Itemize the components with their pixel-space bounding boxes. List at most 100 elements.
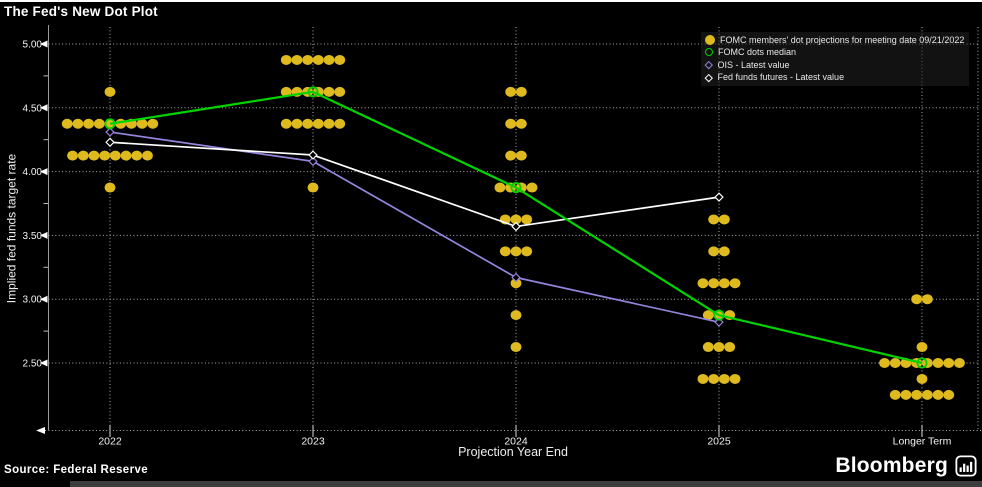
fomc-dot [526,182,538,193]
fomc-dot [729,278,741,289]
fomc-dot [932,358,944,368]
fomc-dot [515,86,527,97]
fomc-dot [889,389,901,400]
gridlines: 5.00 4.50 4.00 3.50 3.00 2.50 2022 2023 2024 2025… [23,25,982,448]
fomc-dot [67,150,78,161]
x-tick-label: 2022 [98,436,122,448]
y-axis-label: Implied fed funds target rate [4,153,19,304]
fomc-dot [302,118,314,129]
series-marker-diamond-icon [308,156,318,167]
median-ring-icon [307,86,319,98]
fomc-dot [280,118,292,129]
series-line [109,141,720,228]
fomc-dot [77,150,89,161]
fomc-dot [921,389,933,400]
series-futures [105,137,724,232]
legend-item-fomc-dots: FOMC members' dot projections for meetin… [705,34,964,46]
legend-item-label: Fed funds futures - Latest value [717,72,845,83]
fomc-dot [521,214,533,225]
fomc-dot [943,389,955,400]
legend-item-median: FOMC dots median [705,47,964,59]
chart-title: The Fed's New Dot Plot [4,4,158,19]
legend-item-label: FOMC dots median [718,47,797,58]
fomc-dot [334,54,346,65]
purple-open-diamond-icon [704,60,713,69]
fomc-dot [911,294,923,305]
legend-item-label: OIS - Latest value [717,59,790,70]
legend-item-label: FOMC members' dot projections for meetin… [720,34,965,45]
series-median [104,86,928,369]
fomc-dot [708,278,720,289]
top-border-line [0,0,982,2]
fomc-dot [291,54,303,65]
fomc-dot [697,278,709,289]
median-ring-icon [104,118,116,130]
legend: FOMC members' dot projections for meetin… [701,32,970,86]
y-tick-label: 4.50 [23,103,43,114]
x-tick-label: 2024 [504,436,528,448]
y-tick-label: 4.00 [23,167,43,178]
fomc-dot [521,246,533,257]
white-open-diamond-icon [704,73,713,82]
fomc-dot [916,373,928,384]
fomc-dot [88,150,100,161]
fomc-dot [708,373,720,384]
fomc-dot [879,358,890,368]
fomc-dot [93,118,105,129]
fomc-dot [72,118,84,129]
fomc-dot [510,310,522,321]
fomc-dot [724,342,736,353]
x-tick-label: 2025 [707,436,731,448]
fomc-dot [911,389,923,400]
x-axis-label: Projection Year End [458,445,568,459]
fomc-dot [889,358,901,368]
fomc-dot [302,54,314,65]
fomc-dot [954,358,965,368]
fomc-dot [280,86,292,97]
fomc-dot [708,214,720,225]
fomc-dot [104,86,116,97]
fomc-dot [713,342,725,353]
fomc-dot [505,86,517,97]
series-marker-diamond-icon [714,192,724,202]
y-tick-arrow-icon [40,295,48,303]
fomc-dot [334,86,346,97]
fomc-dot [510,214,522,225]
fomc-dot [515,118,527,129]
legend-item-ois: OIS - Latest value [704,59,964,71]
fomc-dot [921,294,933,305]
fomc-dot [280,54,292,65]
fomc-dot [697,373,709,384]
fomc-dot [718,214,730,225]
median-ring-icon [713,309,725,321]
fomc-dot [505,150,517,161]
bottom-bar [70,481,982,487]
median-ring-icon [916,357,928,369]
y-tick-label: 3.50 [23,231,43,242]
y-tick-label: 3.00 [23,295,43,306]
y-tick-label: 5.00 [23,40,43,51]
x-tick-label: 2023 [301,436,325,448]
series-line [109,90,923,365]
fomc-dot [312,118,324,129]
green-open-circle-icon [705,48,713,57]
fomc-dot [702,310,714,321]
bloomberg-logo: Bloomberg [835,454,977,478]
series-marker-diamond-icon [105,137,115,148]
bloomberg-wordmark: Bloomberg [835,454,948,477]
series-marker-diamond-icon [511,272,521,283]
fomc-dot [312,54,324,65]
y-tick-label: 2.50 [23,359,43,370]
fomc-dot [109,150,121,161]
fomc-dot [943,358,955,368]
fomc-dot [900,389,912,400]
fomc-dot [104,182,116,193]
fomc-dot [61,118,73,129]
fomc-dot [323,118,335,129]
fomc-dot [916,342,928,353]
fomc-dot [932,389,944,400]
x-axis-arrow-icon [36,427,45,434]
series-line [109,131,720,323]
fomc-dot [718,246,730,257]
